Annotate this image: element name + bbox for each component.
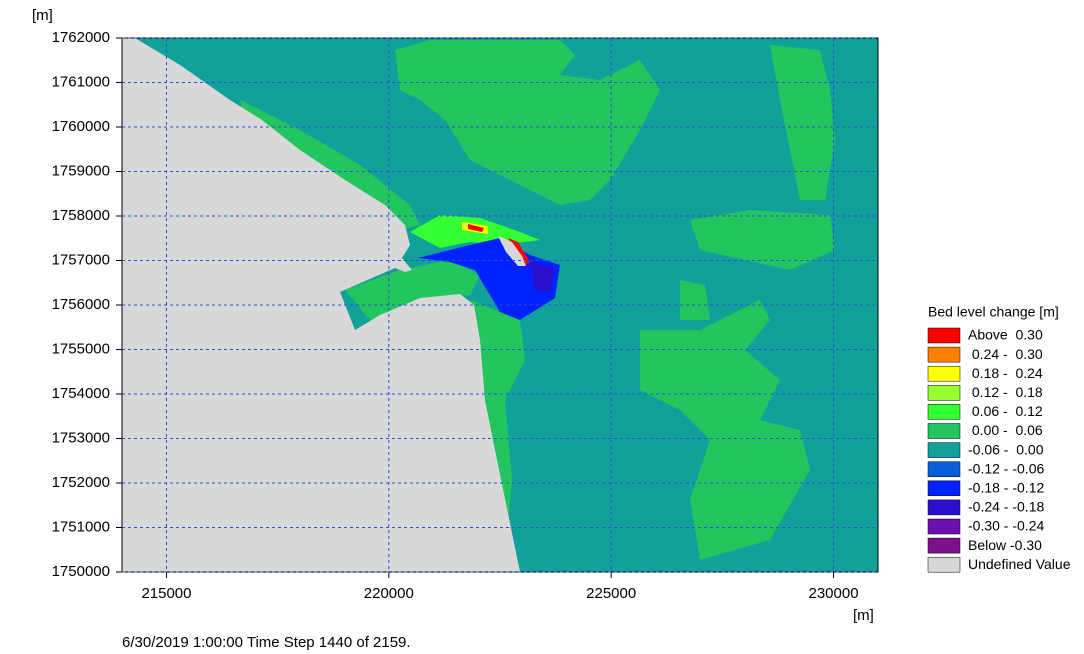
legend-swatch [927,556,961,573]
legend-label: -0.12 - -0.06 [968,460,1044,476]
deposition-zone [640,300,810,560]
legend-swatch [927,346,961,363]
x-axis-label: [m] [853,607,874,624]
island [498,236,526,266]
legend-swatch [927,442,961,458]
legend-swatch [927,365,961,382]
deposition-zone [468,224,484,232]
deposition-zone [690,210,835,270]
y-tick-label: 1759000 [52,162,110,179]
legend-label: -0.18 - -0.12 [968,480,1044,496]
legend-label: 0.12 - 0.18 [968,384,1043,400]
y-tick-label: 1754000 [52,385,110,402]
legend-swatch [927,423,961,439]
deposition-zone [680,280,710,320]
deposition-zone [470,300,525,560]
y-tick-label: 1758000 [52,207,110,224]
legend-label: Undefined Value [968,556,1071,572]
erosion-zone [530,262,555,292]
legend-label: 0.24 - 0.30 [968,346,1043,362]
legend-label: -0.30 - -0.24 [968,518,1044,534]
legend-label: Above 0.30 [968,327,1043,343]
deposition-zone [770,45,835,200]
y-tick-label: 1751000 [52,518,110,535]
x-tick-label: 215000 [141,585,191,602]
legend-swatch [927,480,961,497]
deposition-zone [240,100,420,230]
legend-label: 0.00 - 0.06 [968,422,1043,438]
x-tick-label: 230000 [808,585,858,602]
deposition-zone [345,260,480,320]
legend-swatch [927,537,961,554]
y-tick-label: 1757000 [52,251,110,268]
legend-label: -0.24 - -0.18 [968,499,1044,515]
y-tick-label: 1760000 [52,118,110,135]
footer: 6/30/2019 1:00:00 Time Step 1440 of 2159… [122,634,411,651]
legend-label: 0.06 - 0.12 [968,403,1043,419]
legend-label: -0.06 - 0.00 [968,441,1044,457]
legend-swatch [927,518,961,535]
y-tick-label: 1753000 [52,429,110,446]
y-tick-label: 1755000 [52,340,110,357]
y-tick-label: 1761000 [52,73,110,90]
legend-title: Bed level change [m] [928,304,1059,320]
y-tick-label: 1756000 [52,296,110,313]
deposition-zone [395,40,660,205]
y-tick-label: 1750000 [52,563,110,580]
y-axis-label: [m] [32,7,53,24]
legend-swatch [927,499,961,516]
y-tick-label: 1752000 [52,474,110,491]
x-tick-label: 225000 [586,585,636,602]
x-tick-label: 220000 [364,585,414,602]
legend-swatch [927,385,961,401]
legend-swatch [927,404,961,420]
legend-label: Below -0.30 [968,537,1042,553]
y-tick-label: 1762000 [52,29,110,46]
legend-swatch [927,461,961,477]
legend-swatch [927,327,961,344]
legend-label: 0.18 - 0.24 [968,365,1043,381]
